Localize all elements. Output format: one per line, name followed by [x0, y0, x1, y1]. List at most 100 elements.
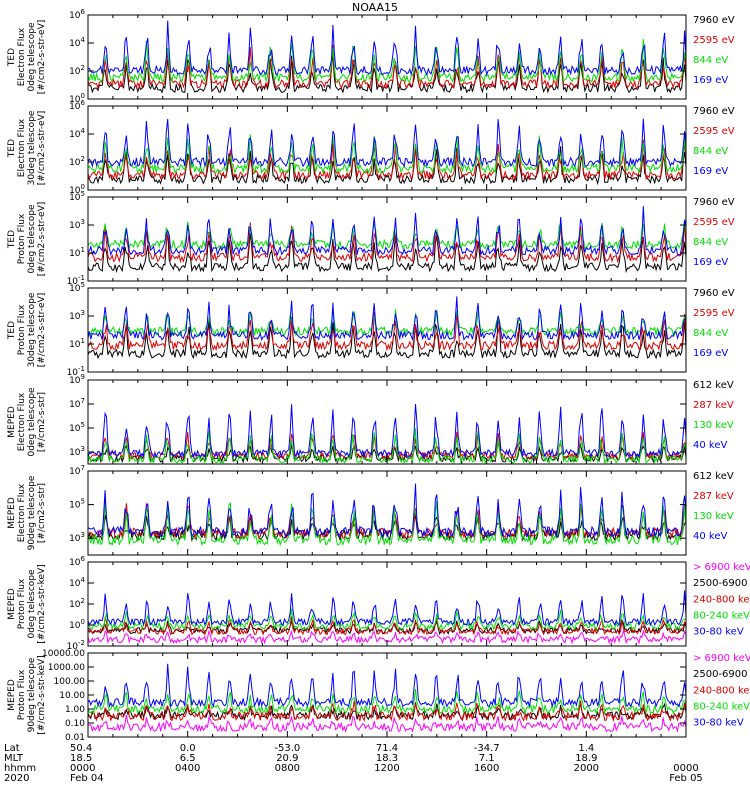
legend-item: 612 keV [693, 471, 734, 482]
x-tick-label: 0000 [70, 763, 95, 774]
y-tick-label: 103 [69, 531, 85, 544]
legend-item: 7960 eV [693, 106, 735, 117]
y-axis-label: 90deg telescope [27, 475, 37, 550]
panel-6: 103 105 107 MEPED Electron Flux 90deg telesco… [7, 464, 734, 556]
y-axis-label: 30deg telescope [27, 292, 37, 367]
series-line-7-4 [87, 608, 687, 631]
series-line-3-4 [87, 206, 687, 257]
y-tick-label: 101 [69, 246, 85, 259]
y-axis-label: [#/cm2-s-str-eV] [37, 20, 47, 95]
legend-item: 7960 eV [693, 197, 735, 208]
series-line-1-2 [87, 44, 687, 90]
y-tick-label: 105 [69, 421, 85, 434]
x-row-label: Lat [4, 743, 20, 754]
legend-item: 287 keV [693, 400, 734, 411]
x-tick-label: 0400 [175, 763, 200, 774]
y-axis-label: TED [7, 230, 17, 249]
legend-item: 80-240 keV [693, 701, 750, 712]
x-tick-label: 1.4 [578, 743, 594, 754]
y-axis-label: [#/cm2-s-str-keV] [37, 655, 47, 734]
series-line-2-3 [87, 134, 687, 175]
series-line-6-3 [87, 500, 687, 547]
legend-item: 30-80 keV [693, 718, 744, 729]
x-tick-label: 7.1 [479, 753, 495, 764]
legend-item: 2595 eV [693, 308, 735, 319]
x-tick-label: 0000 [673, 763, 698, 774]
y-axis-label: TED [7, 321, 17, 340]
series-line-8-3 [87, 700, 687, 723]
y-axis-label: [#/cm2-s-str-keV] [37, 564, 47, 643]
y-tick-label: 103 [69, 445, 85, 458]
y-axis-label: [#/cm2-s-str] [37, 392, 47, 452]
legend-item: 2500-6900 [693, 669, 748, 680]
legend-item: > 6900 keV [693, 562, 750, 573]
x-row-label: 2020 [4, 773, 29, 784]
x-tick-label: 71.4 [376, 743, 398, 754]
series-line-1-3 [87, 39, 687, 84]
y-tick-label: 102 [69, 155, 85, 168]
y-axis-label: [#/cm2-s-str] [37, 483, 47, 543]
series-line-3-2 [87, 220, 687, 264]
legend-item: 240-800 keV [693, 685, 750, 696]
y-axis-label: MEPED [7, 679, 17, 711]
y-axis-label: TED [7, 139, 17, 158]
legend-item: 844 eV [693, 55, 728, 66]
y-axis-label: MEPED [7, 497, 17, 529]
series-line-2-4 [87, 118, 687, 168]
y-tick-label: 100.00 [54, 677, 86, 687]
x-tick-label: 18.3 [376, 753, 398, 764]
legend-item: 287 keV [693, 491, 734, 502]
legend-item: 169 eV [693, 166, 728, 177]
legend-item: 844 eV [693, 328, 728, 339]
x-row-label: hhmm [4, 763, 36, 774]
legend-item: 169 eV [693, 257, 728, 268]
series-line-2-1 [87, 146, 687, 186]
y-axis-label: [#/cm2-s-str-eV] [37, 202, 47, 277]
series-line-4-4 [87, 296, 687, 342]
series-line-8-1 [87, 715, 687, 734]
series-line-2-2 [87, 139, 687, 181]
legend-item: 844 eV [693, 237, 728, 248]
series-line-8-5 [87, 663, 687, 708]
legend-item: > 6900 keV [693, 653, 750, 664]
x-tick-label: 1600 [474, 763, 499, 774]
legend-item: 2595 eV [693, 126, 735, 137]
y-axis-label: Proton Flux [17, 669, 27, 720]
series-line-7-3 [87, 616, 687, 636]
series-line-8-2 [87, 702, 687, 722]
y-axis-label: [#/cm2-s-str-eV] [37, 293, 47, 368]
x-tick-label: Feb 05 [669, 773, 703, 784]
y-tick-label: 101 [69, 337, 85, 350]
series-line-7-5 [87, 590, 687, 627]
x-tick-label: 18.5 [70, 753, 92, 764]
y-axis-label: Electron Flux [17, 483, 27, 542]
y-axis-label: 90deg telescope [27, 657, 37, 732]
x-tick-label: 1200 [374, 763, 399, 774]
series-line-3-1 [87, 230, 687, 274]
legend-item: 40 keV [693, 531, 727, 542]
y-tick-label: 104 [69, 576, 85, 589]
y-tick-label: 10000.00 [42, 649, 85, 659]
y-axis-label: Proton Flux [17, 213, 27, 264]
y-axis-label: [#/cm2-s-str-eV] [37, 111, 47, 186]
y-axis-label: Proton Flux [17, 578, 27, 629]
y-tick-label: 105 [69, 498, 85, 511]
panel-frame [87, 287, 687, 373]
series-line-4-2 [87, 311, 687, 352]
series-line-6-4 [87, 483, 687, 538]
legend-item: 130 keV [693, 420, 734, 431]
x-tick-label: 0800 [275, 763, 300, 774]
x-tick-label: 50.4 [70, 743, 92, 754]
y-axis-label: Electron Flux [17, 392, 27, 451]
y-axis-label: 0deg telescope [27, 22, 37, 92]
x-tick-label: 18.9 [575, 753, 597, 764]
y-axis-label: 30deg telescope [27, 110, 37, 185]
y-axis-label: Proton Flux [17, 304, 27, 355]
